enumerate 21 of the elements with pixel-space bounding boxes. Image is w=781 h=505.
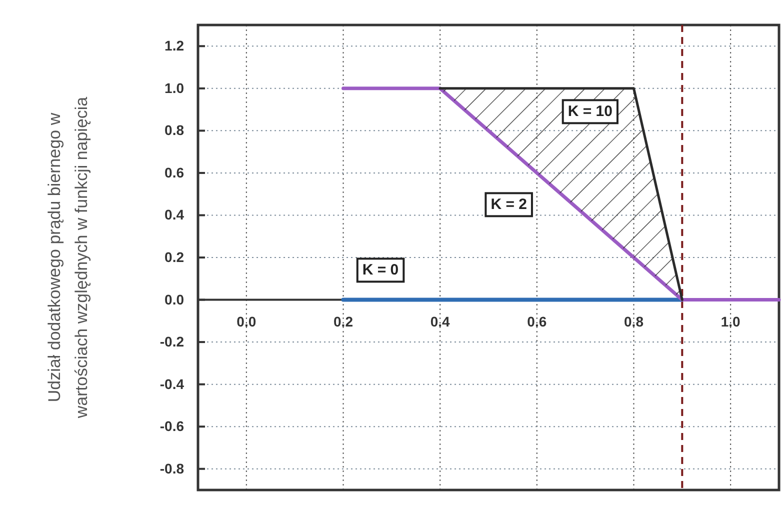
x-tick-label: 1.0 [720, 314, 741, 330]
y-tick-label: 0.8 [164, 122, 184, 138]
y-tick-label: -0.4 [160, 376, 184, 392]
x-tick-label: 0.2 [334, 314, 354, 330]
series-label: K = 2 [490, 196, 527, 214]
y-tick-label: 1.2 [164, 38, 184, 54]
x-tick-label: 0.0 [236, 314, 256, 330]
series-label: K = 0 [362, 262, 399, 279]
x-tick-label: 0.4 [430, 314, 450, 330]
x-tick-label: 0.8 [624, 314, 644, 330]
y-axis-title: Udział dodatkowego prądu biernego w wartościach względnych w funkcji napięcia [45, 96, 91, 420]
x-tick-label: 0.6 [527, 314, 547, 330]
y-tick-label: 0.0 [164, 291, 184, 308]
y-tick-label: 1.0 [164, 80, 184, 96]
y-tick-label: 0.6 [164, 164, 184, 180]
y-tick-label: 0.2 [164, 248, 184, 265]
y-tick-label: 0.4 [164, 206, 184, 223]
y-tick-label: -0.8 [160, 460, 184, 476]
series-label: K = 10 [568, 103, 612, 120]
y-tick-label: -0.6 [160, 418, 184, 434]
y-tick-label: -0.2 [160, 334, 184, 350]
